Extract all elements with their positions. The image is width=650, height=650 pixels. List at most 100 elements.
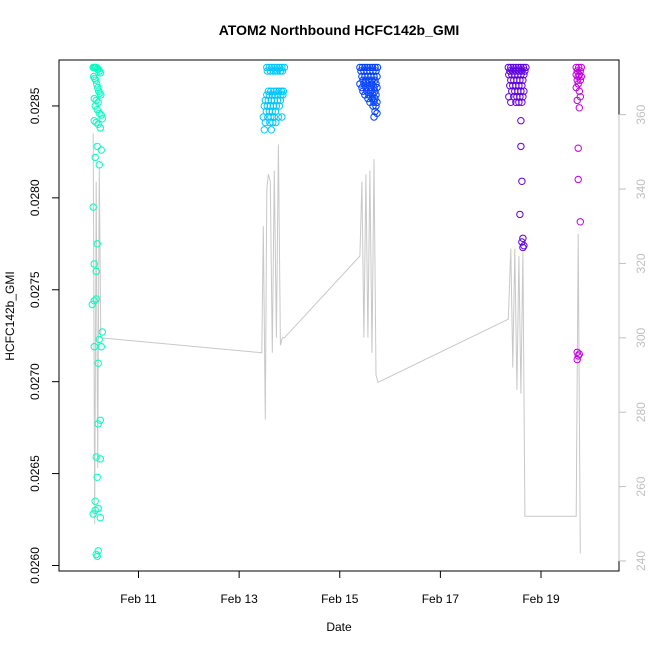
data-point [92, 550, 100, 559]
x-tick-label: Feb 17 [422, 592, 460, 606]
data-point [95, 109, 104, 118]
data-point [573, 355, 581, 364]
data-point [266, 67, 274, 75]
data-point [367, 87, 375, 95]
y2-tick-label: 300 [634, 327, 648, 347]
data-point [92, 295, 100, 303]
data-point [370, 98, 378, 107]
data-point [373, 72, 381, 81]
data-point [576, 76, 584, 84]
secondary-line-layer [92, 133, 581, 554]
data-point [94, 65, 102, 73]
data-point [574, 72, 582, 81]
data-point [95, 87, 103, 95]
data-point [356, 80, 364, 88]
data-point [572, 71, 580, 79]
data-point [93, 240, 101, 248]
data-point [576, 218, 584, 226]
y2-tick-label: 340 [634, 179, 648, 199]
data-point [519, 234, 527, 243]
data-point [368, 80, 376, 88]
data-point [517, 117, 525, 125]
data-point [92, 453, 100, 461]
data-point [507, 63, 515, 72]
data-point [272, 102, 281, 110]
data-point [260, 126, 268, 134]
data-point [573, 96, 581, 105]
y-axis-label: HCFC142b_GMI [3, 271, 17, 360]
data-point [364, 94, 372, 103]
data-point [267, 87, 275, 95]
data-point [93, 552, 101, 560]
y2-tick-label: 240 [634, 551, 648, 571]
x-tick-label: Feb 11 [120, 592, 157, 606]
data-point [521, 67, 529, 75]
data-point [278, 67, 287, 75]
data-point [519, 63, 528, 72]
data-point [270, 87, 278, 95]
data-point [518, 177, 526, 186]
y2-tick-label: 360 [634, 104, 648, 124]
data-point [520, 242, 528, 250]
data-point [507, 98, 515, 107]
data-point [90, 94, 98, 103]
data-point [574, 175, 582, 184]
data-point [98, 115, 107, 123]
data-point [96, 455, 105, 463]
data-point [574, 352, 582, 360]
data-point [91, 153, 99, 162]
data-point [90, 343, 98, 351]
data-point [575, 104, 583, 112]
data-point [88, 300, 96, 309]
data-point [277, 91, 285, 99]
data-point [93, 473, 101, 481]
data-point [370, 72, 378, 81]
data-point [90, 260, 98, 268]
data-point [91, 506, 99, 514]
data-point [372, 102, 380, 110]
data-point [373, 63, 382, 72]
data-point [577, 72, 585, 81]
data-point [94, 359, 102, 367]
data-point [90, 297, 98, 305]
data-point [363, 87, 371, 95]
data-point [276, 67, 285, 75]
data-point [270, 113, 278, 121]
data-point [515, 98, 523, 107]
data-point [90, 117, 98, 125]
data-point [264, 87, 272, 95]
data-point [518, 98, 526, 107]
y2-tick-label: 280 [634, 402, 648, 422]
data-point [372, 80, 380, 88]
data-point [273, 67, 282, 75]
data-point [359, 87, 367, 95]
x-tick-label: Feb 19 [522, 592, 560, 606]
data-point [97, 91, 105, 99]
data-point [573, 348, 581, 356]
data-point [92, 96, 100, 105]
data-point [89, 203, 97, 211]
data-point [573, 76, 581, 84]
data-point [520, 87, 528, 95]
data-point [93, 80, 101, 88]
y-tick-label: 0.0265 [28, 455, 42, 492]
data-point [94, 547, 102, 555]
data-point [517, 142, 525, 151]
data-point [370, 113, 378, 121]
data-point [263, 91, 271, 99]
y-axis: 0.0260 0.0265 0.0270 0.0275 0.0280 0.0285 [28, 87, 60, 584]
data-point [272, 87, 281, 95]
data-point [96, 514, 105, 522]
y-tick-label: 0.0275 [28, 271, 42, 308]
data-point [575, 63, 583, 72]
data-point [261, 118, 269, 127]
data-point [93, 105, 101, 114]
data-point [276, 96, 285, 105]
x-tick-label: Feb 13 [220, 592, 258, 606]
secondary-line [92, 133, 581, 554]
data-point [96, 69, 105, 77]
data-point [371, 94, 379, 103]
data-point [96, 416, 105, 424]
x-tick-label: Feb 15 [321, 592, 359, 606]
data-point [278, 63, 286, 72]
